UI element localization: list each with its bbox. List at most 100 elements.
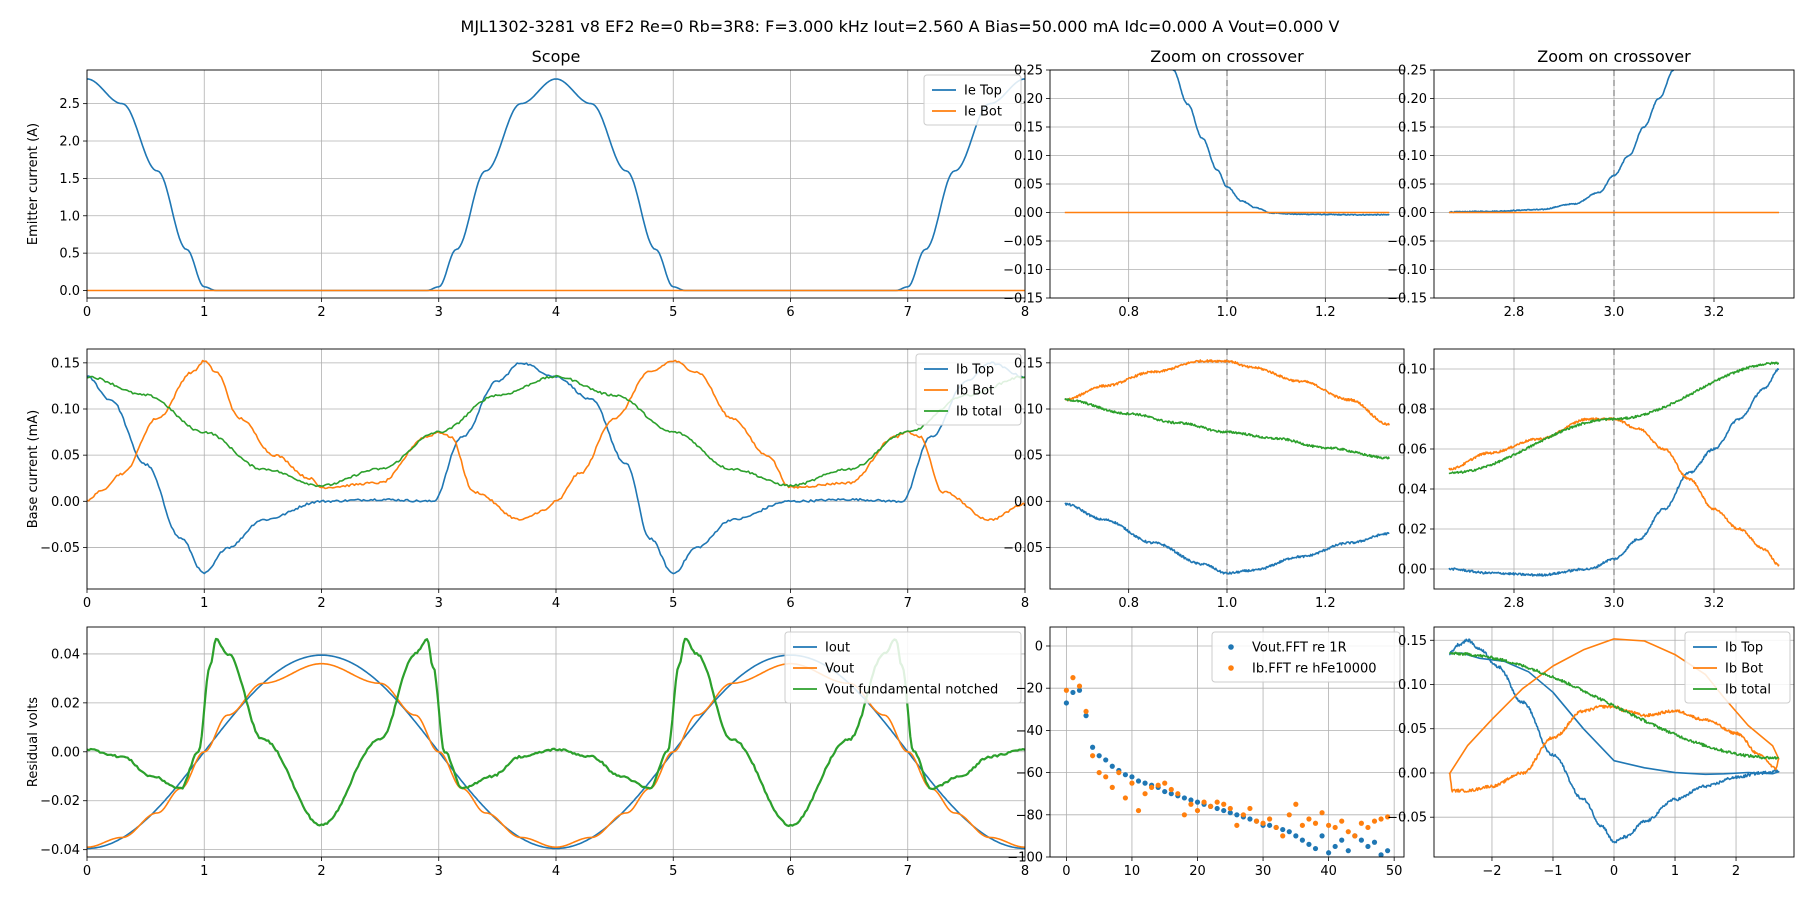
y-tick-label: −0.05 — [1387, 811, 1427, 826]
y-tick-label: 0.15 — [1398, 121, 1427, 136]
x-tick-label: 1 — [200, 596, 208, 611]
x-tick-label: 6 — [786, 864, 794, 879]
series-vout-fft-re-1r-point — [1135, 778, 1142, 784]
series-ib-fft-re-hfe10000-point — [1122, 795, 1128, 801]
x-tick-label: 3.0 — [1604, 305, 1625, 320]
series-ib-fft-re-hfe10000-point — [1352, 833, 1358, 839]
subplot-title: Scope — [532, 47, 581, 66]
series-ib-fft-re-hfe10000-point — [1326, 822, 1332, 828]
series-vout-fft-re-1r-point — [1371, 839, 1378, 845]
x-tick-label: 8 — [1021, 864, 1029, 879]
legend-box — [923, 74, 1022, 126]
y-tick-label: 0.10 — [51, 403, 80, 418]
series-ib-top-line — [1448, 368, 1780, 577]
legend-box — [1684, 631, 1791, 704]
legend-entry-label: Ie Bot — [964, 105, 1002, 120]
x-tick-label: 3.2 — [1704, 305, 1725, 320]
series-ib-fft-re-hfe10000-point — [1103, 774, 1109, 780]
subplot-grid: 0 1 2 3 4 5 6 7 8 0.0 0.5 1.0 1.5 2.0 2.5 Scope Emitter … — [26, 47, 1795, 879]
plot-area — [1064, 70, 1390, 216]
y-tick-label: 0.10 — [1014, 149, 1043, 164]
subplot-scope-residual: 0 1 2 3 4 5 6 7 8 −0.04 −0.02 0.00 0.02 0.04 Residual … — [26, 626, 1029, 879]
series-vout-fft-re-1r-point — [1267, 822, 1273, 828]
y-tick-label: 0.25 — [1398, 64, 1427, 79]
y-tick-label: 2.5 — [59, 97, 80, 112]
y-tick-label: 0.02 — [51, 696, 80, 711]
y-tick-label: 0.00 — [1014, 206, 1043, 221]
plot-area — [1448, 638, 1780, 844]
series-ib-top-line — [1064, 502, 1390, 575]
series-ib-bot-line — [87, 359, 1025, 522]
series-ib-fft-re-hfe10000-point — [1371, 818, 1378, 824]
series-vout-fft-re-1r-point — [1332, 843, 1338, 850]
subplot-zoom-emitter-1: 0.8 1.0 1.2 −0.15 −0.10 −0.05 0.00 0.05 0.10 0.15… — [1003, 47, 1405, 320]
y-tick-label: 0.20 — [1398, 92, 1427, 107]
legend-entry-label: Ib Top — [956, 363, 994, 378]
y-tick-label: −0.05 — [1387, 235, 1427, 250]
x-tick-label: 4 — [552, 864, 560, 879]
series-ib-fft-re-hfe10000-point — [1135, 807, 1142, 814]
series-ib-fft-re-hfe10000-point — [1273, 824, 1279, 831]
legend: Iout Vout Vout fundamental notched — [784, 631, 1022, 704]
series-vout-fft-re-1r-point — [1168, 791, 1174, 797]
y-tick-label: 0.04 — [51, 647, 80, 662]
y-tick-label: 0.00 — [51, 745, 80, 760]
y-tick-label: −0.15 — [1003, 292, 1043, 307]
axes-frame — [1049, 69, 1405, 299]
series-vout-fft-re-1r-point — [1293, 833, 1299, 839]
y-tick-label: 0.05 — [1398, 722, 1427, 737]
y-tick-label: 1.5 — [59, 172, 80, 187]
axes-frame — [1433, 69, 1795, 299]
x-tick-label: 4 — [552, 596, 560, 611]
series-ib-fft-re-hfe10000-point — [1083, 708, 1089, 715]
y-tick-label: 0.0 — [59, 284, 80, 299]
x-tick-label: 0 — [1610, 864, 1618, 879]
y-tick-label: 0.10 — [1398, 149, 1427, 164]
axes-frame — [1433, 626, 1795, 858]
series-vout-fft-re-1r-point — [1299, 837, 1305, 843]
y-tick-label: −0.02 — [40, 794, 80, 809]
y-axis-label: Base current (mA) — [26, 410, 41, 529]
legend-marker — [1228, 644, 1234, 650]
series-ib-fft-re-hfe10000-point — [1221, 801, 1227, 807]
axes-frame — [1049, 348, 1405, 590]
series-vout-fft-re-1r-point — [1162, 788, 1168, 795]
x-tick-label: 1 — [1671, 864, 1679, 879]
y-axis-label: Residual volts — [26, 697, 41, 787]
series-vout-fft-re-1r-point — [1326, 850, 1332, 856]
series-ib-fft-re-hfe10000-point — [1293, 801, 1299, 807]
x-tick-label: 1.2 — [1315, 305, 1336, 320]
y-tick-label: 0.10 — [1014, 403, 1043, 418]
x-tick-label: 50 — [1386, 864, 1403, 879]
legend: Ib Top Ib Bot Ib total — [915, 353, 1022, 426]
y-tick-label: 0.00 — [1398, 563, 1427, 578]
axes-frame — [86, 69, 1026, 299]
series-ib-fft-re-hfe10000-point — [1168, 786, 1174, 793]
series-vout-fft-re-1r-point — [1385, 848, 1391, 854]
series-vout-fft-re-1r-point — [1090, 744, 1096, 750]
series-vout-fft-re-1r-point — [1188, 797, 1194, 803]
series-vout-fft-re-1r-point — [1194, 799, 1201, 805]
series-vout-fft-re-1r-point — [1339, 837, 1345, 843]
x-tick-label: 3 — [435, 864, 443, 879]
y-tick-label: 0.08 — [1398, 403, 1427, 418]
series-ib-total-line — [1448, 651, 1780, 760]
x-tick-label: 10 — [1124, 864, 1141, 879]
series-ib-fft-re-hfe10000-point — [1076, 683, 1083, 689]
y-tick-label: 0.05 — [51, 449, 80, 464]
x-tick-label: 0 — [83, 596, 91, 611]
x-tick-label: 1.0 — [1217, 305, 1238, 320]
plot-area — [87, 78, 1025, 292]
x-tick-label: 5 — [669, 305, 677, 320]
x-tick-label: 1.2 — [1315, 596, 1336, 611]
series-ib-fft-re-hfe10000-point — [1116, 769, 1122, 776]
series-ib-fft-re-hfe10000-point — [1240, 812, 1246, 818]
series-vout-fft-re-1r-point — [1358, 837, 1364, 843]
series-ib-fft-re-hfe10000-point — [1142, 791, 1148, 797]
y-tick-label: −40 — [1016, 724, 1043, 739]
y-tick-label: −0.05 — [1003, 235, 1043, 250]
x-tick-label: 20 — [1189, 864, 1206, 879]
series-vout-fft-re-1r-point — [1142, 780, 1148, 786]
subplot-zoom-base-3: 2.8 3.0 3.2 0.00 0.02 0.04 0.06 0.08 0.10 — [1398, 348, 1795, 611]
series-ib-fft-re-hfe10000-point — [1175, 791, 1181, 797]
